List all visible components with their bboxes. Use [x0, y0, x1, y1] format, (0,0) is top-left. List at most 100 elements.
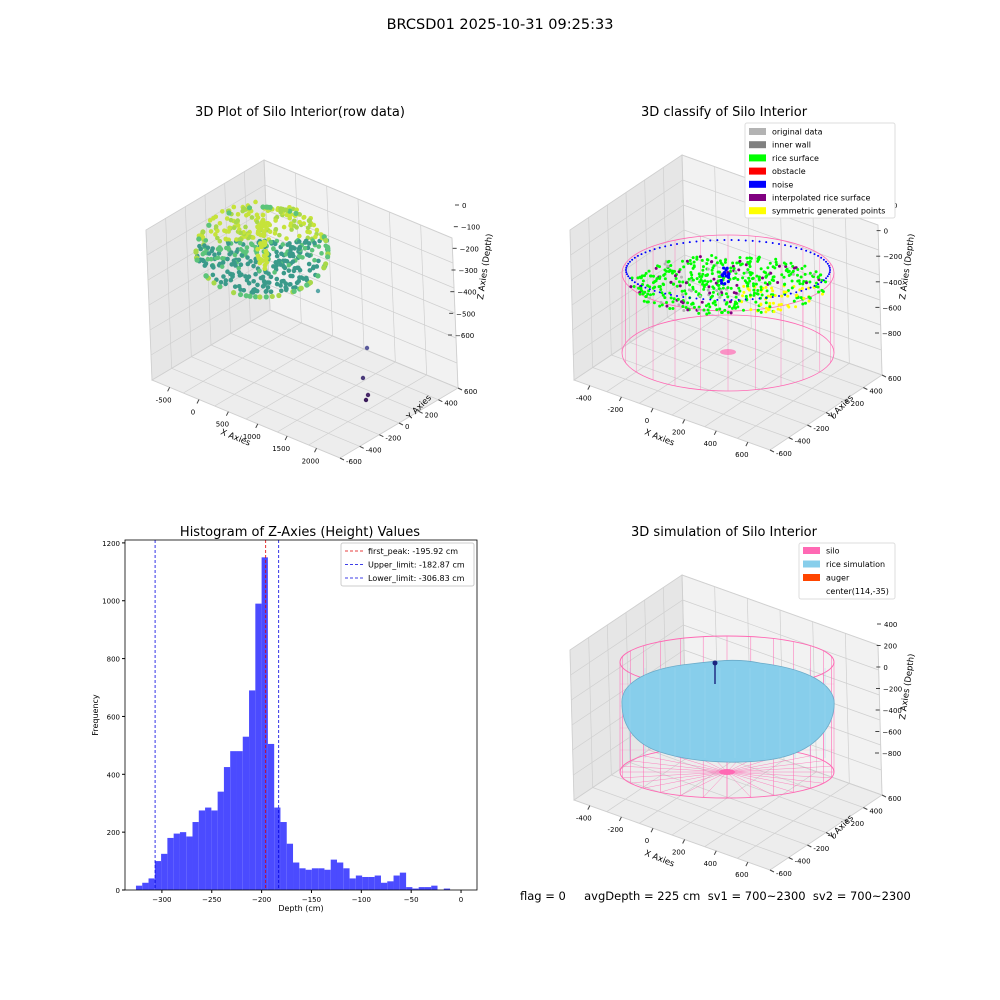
classified-point [744, 294, 748, 298]
silo-bottom-center [720, 349, 736, 355]
noise-point [828, 273, 831, 276]
noise-point [722, 266, 726, 270]
legend-swatch [749, 141, 766, 149]
y-tick-label: -600 [346, 458, 362, 466]
silo-wire [726, 771, 774, 796]
classified-point [726, 310, 730, 314]
raw-point-column [261, 233, 267, 239]
classified-point [787, 305, 791, 309]
y-tick-label: 600 [888, 795, 901, 803]
noise-point [820, 281, 823, 284]
classified-point [685, 259, 689, 263]
raw-point [232, 252, 238, 258]
silo-wire [726, 771, 751, 798]
x-tick-label: 500 [216, 421, 229, 429]
x-tick-label: −250 [202, 896, 221, 904]
classified-point [795, 273, 799, 277]
classified-point [679, 300, 683, 304]
raw-point [292, 218, 297, 224]
classified-point [716, 283, 720, 287]
classified-point [768, 301, 772, 305]
grid-line [569, 574, 683, 651]
classified-point [642, 299, 646, 303]
raw-point [213, 224, 219, 229]
y-tick-label: 0 [116, 887, 120, 895]
classified-point [651, 292, 655, 296]
z-tick-label: −400 [457, 289, 476, 297]
histogram-bar [236, 751, 243, 890]
y-tick-label: -200 [385, 435, 401, 443]
raw-point [309, 247, 315, 253]
y-tick-label: -400 [366, 446, 382, 454]
raw-point [304, 277, 310, 283]
classified-point [698, 280, 702, 284]
raw-point [245, 261, 251, 267]
classified-point [675, 284, 679, 288]
classified-point [694, 290, 698, 294]
raw-point-rim [206, 222, 212, 228]
histogram-bar [135, 885, 143, 890]
x-tick [587, 805, 591, 810]
silo-wire [630, 760, 728, 773]
raw-point [250, 235, 256, 240]
y-tick-label: 400 [107, 771, 120, 779]
raw-point [319, 251, 324, 256]
classified-point [747, 288, 751, 292]
histogram-bar [198, 810, 206, 890]
raw-point [296, 278, 302, 284]
z-axis-label: Z Axies (Depth) [898, 233, 917, 300]
classified-point [776, 280, 780, 284]
x-tick-label: −50 [404, 896, 419, 904]
raw-point [303, 238, 309, 244]
classified-point [700, 258, 704, 262]
silo-wire [622, 771, 728, 778]
classified-point [707, 302, 711, 306]
classified-point [698, 274, 702, 278]
classified-point [784, 264, 788, 268]
histogram-bar [280, 822, 287, 890]
raw-point [215, 235, 220, 241]
noise-point [633, 281, 636, 284]
classified-point [702, 285, 706, 289]
raw-point [223, 281, 228, 287]
classified-point [721, 286, 725, 290]
legend-swatch [749, 194, 766, 201]
classified-point [735, 283, 739, 287]
z-tick-label: −800 [882, 330, 901, 338]
z-tick-label: −400 [883, 707, 902, 715]
classified-point [661, 293, 665, 297]
x-tick-label: −200 [252, 896, 271, 904]
y-tick [339, 457, 345, 461]
classified-point [798, 282, 802, 286]
y-tick-label: 0 [832, 413, 836, 421]
classified-point [751, 282, 755, 286]
histogram-bar [167, 837, 174, 890]
classified-point [801, 302, 805, 306]
raw-point-rim [280, 206, 286, 212]
noise-point [820, 256, 823, 259]
classified-point [715, 289, 719, 293]
legend-label: silo [826, 547, 840, 556]
raw-point [273, 226, 279, 232]
raw-point [208, 256, 214, 262]
raw-point [203, 238, 209, 243]
histogram-bar [205, 807, 212, 890]
classified-point [754, 300, 758, 304]
raw-point [279, 251, 284, 257]
legend-label: interpolated rice surface [772, 194, 870, 203]
raw-point-rim [291, 288, 297, 294]
classified-point [780, 294, 784, 298]
classified-point [657, 285, 661, 289]
raw-point-rim [196, 236, 202, 242]
classified-point [703, 279, 707, 283]
y-tick-label: 400 [444, 400, 457, 408]
classified-point [764, 285, 768, 289]
classified-point [654, 266, 658, 270]
raw-point [248, 241, 254, 246]
raw-point [234, 237, 239, 242]
classified-point [656, 264, 660, 268]
noise-point [828, 264, 831, 267]
noise-point [688, 296, 691, 299]
histogram-bar [249, 690, 256, 890]
